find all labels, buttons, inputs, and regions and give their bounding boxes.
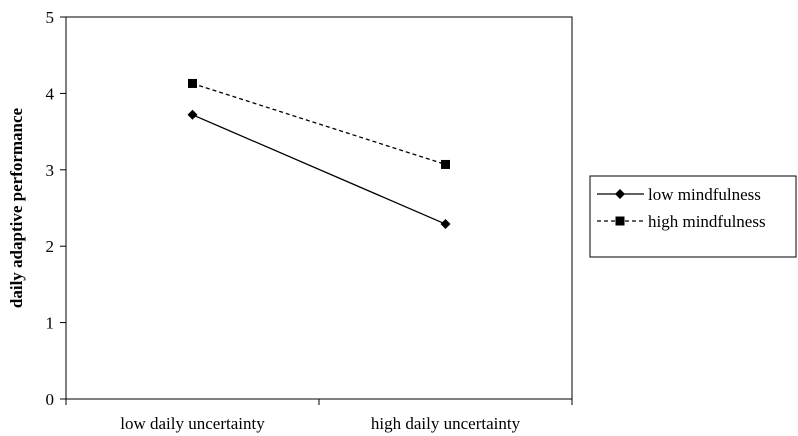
series-0 xyxy=(187,109,451,230)
x-tick-label: low daily uncertainty xyxy=(120,414,265,433)
y-tick-label: 1 xyxy=(46,314,55,333)
y-tick-label: 2 xyxy=(46,237,55,256)
legend-label: low mindfulness xyxy=(648,185,761,204)
series-layer xyxy=(187,78,451,230)
y-axis-label: daily adaptive performance xyxy=(7,107,26,308)
data-point xyxy=(441,159,450,169)
legend-label: high mindfulness xyxy=(648,212,766,231)
legend-marker xyxy=(615,216,625,226)
legend: low mindfulness high mindfulness xyxy=(589,175,797,258)
legend-item: high mindfulness xyxy=(597,212,766,231)
data-point xyxy=(188,78,197,88)
series-1 xyxy=(188,78,450,169)
series-line xyxy=(192,82,446,166)
legend-items: low mindfulness high mindfulness xyxy=(597,185,766,231)
x-tick-label: high daily uncertainty xyxy=(371,414,521,433)
y-tick-label: 4 xyxy=(46,84,55,103)
y-tick-label: 5 xyxy=(46,8,55,27)
y-tick-label: 0 xyxy=(46,390,55,409)
data-point xyxy=(187,109,198,120)
data-point xyxy=(440,219,451,230)
legend-marker xyxy=(615,189,625,199)
plot-area xyxy=(65,16,573,400)
y-tick-label: 3 xyxy=(46,161,55,180)
legend-item: low mindfulness xyxy=(597,185,761,204)
series-line xyxy=(192,114,446,225)
axes: 0 1 2 3 4 5 low daily uncertainty high daily un… xyxy=(46,8,573,433)
